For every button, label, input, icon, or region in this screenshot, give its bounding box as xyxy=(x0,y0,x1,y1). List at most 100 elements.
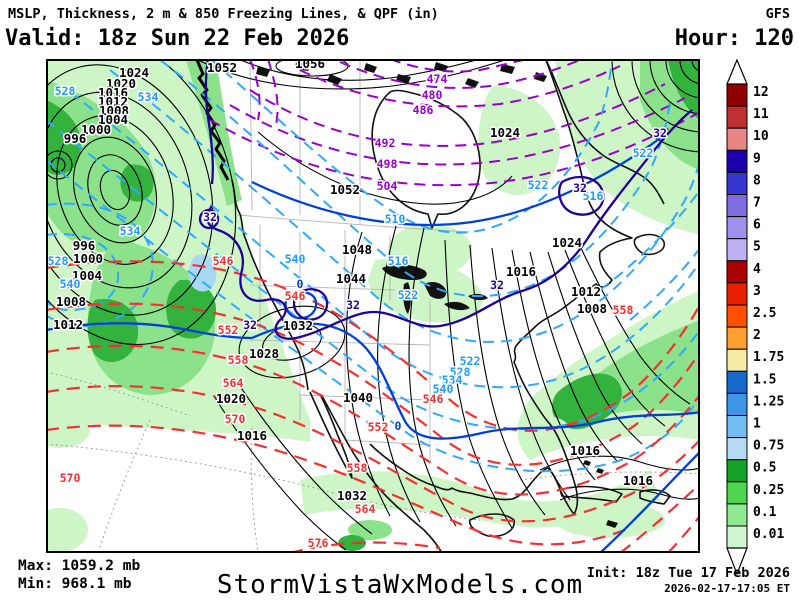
contour-label: 1016 xyxy=(98,85,128,100)
contour-label: 1024 xyxy=(490,125,520,140)
forecast-hour: Hour: 120 xyxy=(674,26,794,51)
legend-value-label: 4 xyxy=(753,262,761,277)
contour-label: 522 xyxy=(633,146,654,160)
contour-label: 1012 xyxy=(53,317,83,332)
weather-map: 1052 105610241020101610121008100410009969… xyxy=(46,59,700,553)
legend-value-label: 6 xyxy=(753,218,761,233)
legend-underflow-bottom-triangle xyxy=(726,547,748,576)
map-border xyxy=(46,59,700,553)
contour-label: 1016 xyxy=(570,443,600,458)
contour-label: 516 xyxy=(388,254,409,268)
contour-label: 558 xyxy=(228,353,249,367)
legend-color-box xyxy=(726,83,748,107)
legend-color-box xyxy=(726,260,748,284)
contour-label: 0 xyxy=(297,277,304,291)
contour-label: 576 xyxy=(308,536,329,550)
legend-color-box xyxy=(726,127,748,151)
contour-label: 32 xyxy=(653,126,667,140)
legend-value-label: 0.01 xyxy=(753,527,784,542)
thickness-contours-cold xyxy=(209,59,700,187)
contour-label: 528 xyxy=(450,365,471,379)
contour-label: 1052 xyxy=(207,60,237,75)
legend-color-box xyxy=(726,171,748,195)
contour-label: 1016 xyxy=(237,428,267,443)
legend-value-label: 2.5 xyxy=(753,306,776,321)
contour-label: 552 xyxy=(368,420,389,434)
contour-label: 32 xyxy=(243,318,257,332)
legend-value-label: 9 xyxy=(753,151,761,166)
contour-label: 492 xyxy=(375,136,396,150)
contour-label: 1056 xyxy=(295,59,325,71)
legend-value-label: 1.75 xyxy=(753,350,784,365)
coastlines xyxy=(195,59,671,553)
legend-value-label: 10 xyxy=(753,129,769,144)
contour-label: 516 xyxy=(583,189,604,203)
thickness-contours-warm xyxy=(46,260,700,553)
contour-label: 1012 xyxy=(98,94,128,109)
contour-label: 552 xyxy=(218,323,239,337)
contour-label: 1024 xyxy=(119,65,149,80)
contour-label: 1020 xyxy=(216,391,246,406)
contour-label: 1028 xyxy=(249,346,279,361)
legend-color-box xyxy=(726,415,748,439)
contour-label: 32 xyxy=(573,181,587,195)
legend-color-box xyxy=(726,304,748,328)
contour-label: 540 xyxy=(60,277,81,291)
contour-label: 1016 xyxy=(506,264,536,279)
max-pressure-readout: Max: 1059.2 mb xyxy=(18,558,141,574)
legend-value-label: 0.5 xyxy=(753,461,776,476)
contour-label: 534 xyxy=(138,90,159,104)
init-time: Init: 18z Tue 17 Feb 2026 xyxy=(586,565,790,581)
contour-label: 1032 xyxy=(283,318,313,333)
contour-label: 528 xyxy=(48,254,69,268)
contour-label: 546 xyxy=(213,254,234,268)
contour-label: 1032 xyxy=(337,488,367,503)
legend-color-box xyxy=(726,238,748,262)
legend-color-box xyxy=(726,392,748,416)
contour-label: 498 xyxy=(377,157,398,171)
legend-color-box xyxy=(726,370,748,394)
legend-value-label: 2 xyxy=(753,328,761,343)
contour-label: 1044 xyxy=(336,271,366,286)
legend-value-label: 11 xyxy=(753,107,769,122)
legend-value-label: 5 xyxy=(753,240,761,255)
contour-label: 474 xyxy=(427,72,448,86)
contour-label: 1000 xyxy=(73,251,103,266)
qpf-legend: 12 11 10 9 8 7 6 5 4 3 2.5 2 1.75 1.5 1.25 1 0.75 0.5 0.25… xyxy=(726,58,784,576)
legend-color-box xyxy=(726,282,748,306)
contour-label: 558 xyxy=(347,461,368,475)
contour-label: 1048 xyxy=(342,242,372,257)
contour-label: 1000 xyxy=(81,122,111,137)
legend-color-box xyxy=(726,216,748,240)
contour-label: 0 xyxy=(395,419,402,433)
valid-time: Valid: 18z Sun 22 Feb 2026 xyxy=(5,26,350,51)
contour-label: 1008 xyxy=(577,301,607,316)
legend-color-box xyxy=(726,525,748,549)
freezing-line-2m xyxy=(198,59,693,340)
legend-value-label: 3 xyxy=(753,284,761,299)
contour-label: 558 xyxy=(613,303,634,317)
contour-label: 522 xyxy=(460,354,481,368)
contour-label: 32 xyxy=(203,210,217,224)
contour-label: 1016 xyxy=(623,473,653,488)
contour-label: 996 xyxy=(64,131,87,146)
legend-color-box xyxy=(726,348,748,372)
contour-label: 1008 xyxy=(56,294,86,309)
legend-value-label: 7 xyxy=(753,196,761,211)
contour-label: 1024 xyxy=(552,235,582,250)
contour-label: 996 xyxy=(73,238,96,253)
legend-color-box xyxy=(726,194,748,218)
contour-label: 564 xyxy=(223,376,244,390)
graticule xyxy=(46,371,700,553)
legend-color-box xyxy=(726,437,748,461)
legend-color-box xyxy=(726,149,748,173)
contour-label: 32 xyxy=(490,278,504,292)
legend-color-box xyxy=(726,481,748,505)
contour-label: 546 xyxy=(423,392,444,406)
contour-label: 486 xyxy=(413,103,434,117)
contour-label: 534 xyxy=(120,224,141,238)
legend-value-label: 1.5 xyxy=(753,372,776,387)
contour-label: 480 xyxy=(422,88,443,102)
contour-label: 570 xyxy=(60,471,81,485)
